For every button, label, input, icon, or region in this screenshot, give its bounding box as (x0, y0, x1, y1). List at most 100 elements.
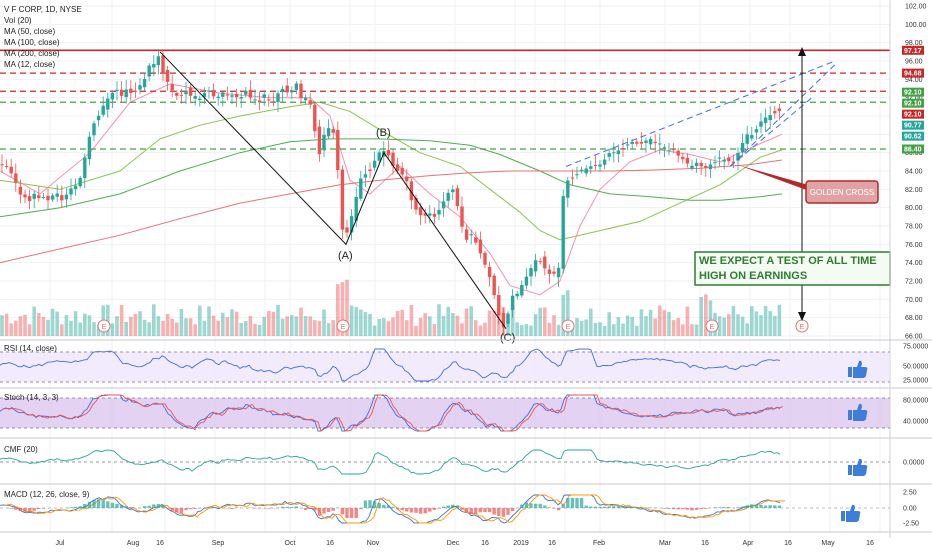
volume-bar (658, 306, 662, 336)
candle-body (263, 94, 266, 98)
macd-histogram-bar (304, 508, 307, 510)
candle-body (56, 194, 59, 197)
macd-histogram-bar (286, 507, 289, 508)
candle-body (483, 253, 486, 265)
volume-bar (681, 324, 685, 336)
time-label: 16 (548, 540, 556, 547)
macd-histogram-bar (143, 506, 146, 508)
rsi-band (0, 352, 890, 382)
volume-bar (764, 306, 768, 336)
candle-body (267, 99, 270, 100)
volume-bar (350, 306, 354, 336)
macd-histogram-bar (635, 507, 638, 508)
macd-histogram-bar (621, 506, 624, 508)
macd-histogram-bar (626, 506, 629, 508)
price-tick: 100.00 (905, 22, 927, 29)
macd-histogram-bar (281, 507, 284, 508)
candle-body (419, 207, 422, 215)
volume-bar (281, 319, 285, 336)
candle-body (281, 89, 284, 92)
volume-bar (51, 309, 55, 336)
volume-bar (170, 319, 174, 336)
candle-body (148, 66, 151, 77)
candle-body (276, 93, 279, 102)
macd-histogram-bar (562, 504, 565, 508)
time-label: Apr (743, 540, 755, 547)
candle-body (42, 197, 45, 198)
macd-histogram-bar (171, 508, 174, 511)
volume-bar (649, 310, 653, 336)
volume-bar (552, 315, 556, 336)
macd-histogram-bar (474, 508, 477, 514)
volume-bar (19, 316, 23, 336)
volume-bar (589, 309, 593, 336)
volume-bar (428, 316, 432, 336)
candle-body (658, 143, 661, 144)
candle-body (92, 123, 95, 135)
candle-body (341, 169, 344, 229)
volume-bar (216, 321, 220, 336)
macd-histogram-bar (42, 508, 45, 509)
candle-body (65, 195, 68, 200)
candle-body (0, 164, 3, 165)
macd-histogram-bar (713, 507, 716, 508)
macd-histogram-bar (184, 508, 187, 510)
volume-bar (488, 310, 492, 336)
legend-ma50: MA (50, close) (4, 27, 55, 36)
macd-histogram-bar (447, 506, 450, 508)
volume-bar (111, 323, 115, 336)
volume-bar (253, 324, 257, 336)
macd-histogram-bar (391, 507, 394, 508)
wave-b-label: (B) (376, 127, 391, 139)
candle-body (79, 178, 82, 186)
price-tick: 84.00 (905, 169, 923, 176)
candle-body (493, 276, 496, 296)
volume-bar (515, 322, 519, 336)
candle-body (474, 237, 477, 242)
candle-body (226, 95, 229, 96)
candle-body (194, 96, 197, 99)
macd-histogram-bar (667, 508, 670, 509)
volume-bar (198, 306, 202, 336)
time-label: Jul (56, 540, 65, 547)
price-tick: 80.00 (905, 205, 923, 212)
volume-bar (37, 313, 41, 336)
volume-bar (55, 312, 59, 336)
candle-body (566, 180, 569, 197)
volume-bar (60, 324, 64, 336)
volume-bar (460, 323, 464, 336)
candle-body (442, 201, 445, 208)
volume-bar (695, 324, 699, 336)
macd-histogram-bar (465, 508, 468, 512)
macd-histogram-bar (23, 508, 26, 512)
macd-histogram-bar (235, 507, 238, 508)
candle-body (166, 70, 169, 82)
candle-body (741, 143, 744, 152)
volume-bar (548, 323, 552, 336)
price-tick: 68.00 (905, 315, 923, 322)
volume-bar (644, 316, 648, 336)
candle-body (575, 174, 578, 175)
macd-histogram-bar (511, 508, 514, 511)
candle-body (451, 189, 454, 192)
macd-histogram-bar (608, 506, 611, 508)
candle-body (529, 268, 532, 276)
candle-body (74, 186, 77, 190)
candle-body (387, 150, 390, 156)
volume-bar (607, 312, 611, 336)
thumb-cuff (848, 465, 852, 475)
candle-body (189, 87, 192, 95)
candle-body (585, 169, 588, 174)
macd-histogram-bar (120, 505, 123, 508)
volume-bar (9, 323, 13, 336)
macd-histogram-bar (92, 500, 95, 508)
candle-body (700, 163, 703, 166)
volume-bar (226, 317, 230, 336)
macd-title: MACD (12, 26, close, 9) (4, 490, 90, 499)
volume-bar (612, 324, 616, 336)
candle-body (681, 157, 684, 159)
time-label: 16 (784, 540, 792, 547)
macd-histogram-bar (617, 506, 620, 508)
candle-body (129, 89, 132, 93)
macd-histogram-bar (106, 501, 109, 508)
